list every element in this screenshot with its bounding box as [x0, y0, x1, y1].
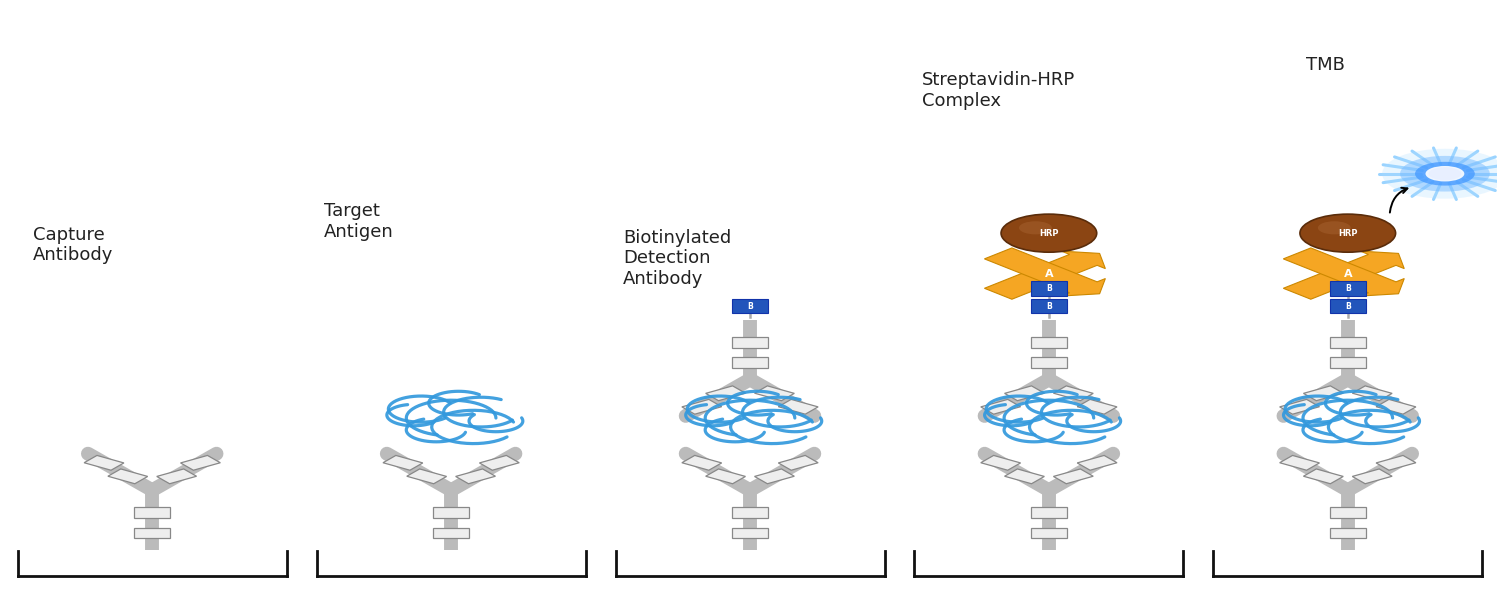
Polygon shape [1304, 469, 1342, 484]
Polygon shape [433, 508, 470, 518]
Polygon shape [1353, 469, 1392, 484]
Polygon shape [1030, 337, 1066, 348]
Polygon shape [1330, 337, 1365, 348]
Text: Capture
Antibody: Capture Antibody [33, 226, 112, 265]
Polygon shape [108, 469, 147, 484]
Polygon shape [1077, 400, 1118, 414]
Polygon shape [1030, 508, 1066, 518]
Text: B: B [1346, 302, 1350, 311]
Polygon shape [778, 455, 818, 470]
Circle shape [1382, 149, 1500, 199]
Text: B: B [1046, 284, 1052, 293]
Polygon shape [1304, 386, 1342, 401]
FancyArrow shape [1284, 251, 1404, 299]
Polygon shape [1077, 455, 1118, 470]
Polygon shape [382, 455, 423, 470]
Polygon shape [732, 358, 768, 368]
Polygon shape [135, 508, 170, 518]
Text: B: B [747, 302, 753, 311]
Polygon shape [1005, 386, 1044, 401]
Polygon shape [1330, 527, 1365, 538]
Polygon shape [406, 469, 447, 484]
Polygon shape [456, 469, 495, 484]
Circle shape [1428, 167, 1461, 180]
Polygon shape [84, 455, 124, 470]
Circle shape [1414, 162, 1474, 185]
Polygon shape [1030, 527, 1066, 538]
Polygon shape [1330, 508, 1365, 518]
Text: Target
Antigen: Target Antigen [324, 202, 394, 241]
Circle shape [1000, 214, 1096, 252]
Polygon shape [732, 527, 768, 538]
Polygon shape [1005, 469, 1044, 484]
Polygon shape [1280, 455, 1320, 470]
Text: HRP: HRP [1040, 229, 1059, 238]
Polygon shape [1376, 455, 1416, 470]
Polygon shape [1053, 469, 1094, 484]
Polygon shape [682, 400, 722, 414]
FancyArrow shape [1284, 248, 1404, 296]
Text: A: A [1044, 269, 1053, 278]
Polygon shape [1280, 400, 1320, 414]
Polygon shape [1353, 386, 1392, 401]
Circle shape [1425, 166, 1464, 181]
FancyArrow shape [984, 251, 1106, 299]
Text: B: B [1046, 302, 1052, 311]
Polygon shape [433, 527, 470, 538]
Polygon shape [1053, 386, 1094, 401]
Text: A: A [1344, 269, 1352, 278]
Polygon shape [705, 469, 746, 484]
Polygon shape [480, 455, 519, 470]
Text: TMB: TMB [1306, 56, 1346, 74]
Text: Biotinylated
Detection
Antibody: Biotinylated Detection Antibody [622, 229, 730, 288]
Polygon shape [135, 527, 170, 538]
Text: HRP: HRP [1338, 229, 1358, 238]
FancyArrow shape [984, 248, 1106, 296]
Polygon shape [732, 508, 768, 518]
Polygon shape [682, 455, 722, 470]
Polygon shape [981, 455, 1020, 470]
Polygon shape [754, 386, 795, 401]
Polygon shape [1376, 400, 1416, 414]
Circle shape [1019, 221, 1052, 235]
Polygon shape [705, 386, 746, 401]
Polygon shape [1030, 358, 1066, 368]
Circle shape [1318, 221, 1352, 235]
Circle shape [1300, 214, 1395, 252]
Polygon shape [158, 469, 196, 484]
Polygon shape [180, 455, 220, 470]
Polygon shape [732, 337, 768, 348]
Polygon shape [778, 400, 818, 414]
Polygon shape [754, 469, 795, 484]
Text: B: B [1346, 284, 1350, 293]
Polygon shape [981, 400, 1020, 414]
Text: Streptavidin-HRP
Complex: Streptavidin-HRP Complex [922, 71, 1076, 110]
Circle shape [1400, 156, 1490, 191]
Polygon shape [1330, 358, 1365, 368]
